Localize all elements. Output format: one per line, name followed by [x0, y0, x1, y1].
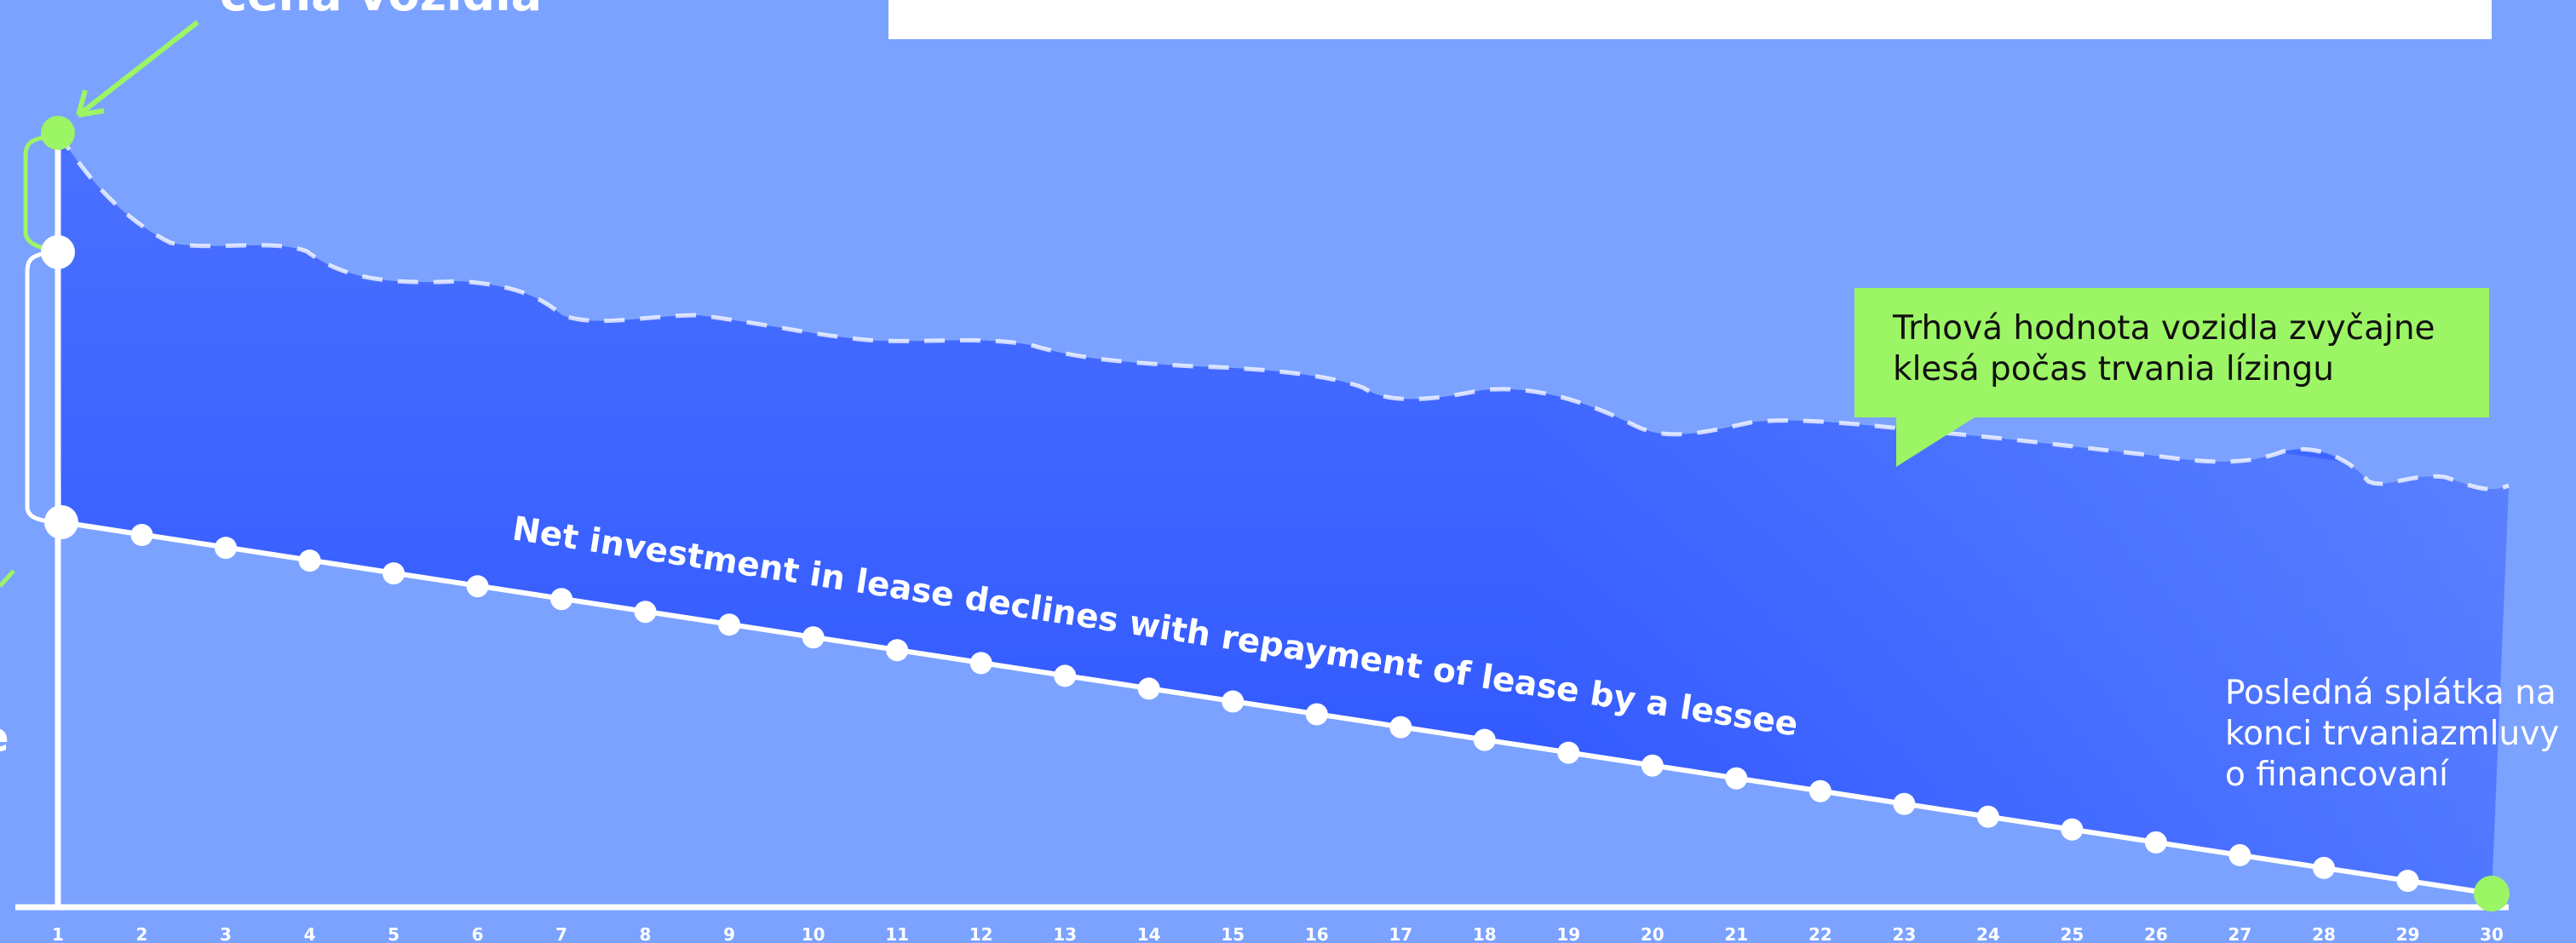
- x-tick-label-1: 1: [52, 924, 64, 943]
- net-investment-point-9: [718, 613, 741, 636]
- net-investment-point-20: [1641, 754, 1664, 777]
- net-investment-point-19: [1557, 741, 1580, 764]
- market-value-start-point: [41, 235, 75, 269]
- x-tick-label-30: 30: [2480, 924, 2504, 943]
- x-tick-label-4: 4: [304, 924, 316, 943]
- x-tick-label-10: 10: [802, 924, 825, 943]
- net-investment-line: [60, 520, 2493, 896]
- net-investment-point-24: [1976, 805, 1999, 828]
- net-investment-point-7: [550, 588, 573, 611]
- market-value-dashed-line: [55, 131, 2510, 492]
- callout-text: Trhová hodnota vozidla zvyčajne klesá po…: [1893, 309, 2435, 388]
- final-payment-point: [2474, 876, 2510, 911]
- x-tick-label-5: 5: [388, 924, 400, 943]
- x-tick-label-3: 3: [220, 924, 232, 943]
- top-white-panel: [888, 0, 2492, 39]
- x-tick-label-16: 16: [1305, 924, 1329, 943]
- x-tick-labels: 1 2 3 4 5 6 7 8 9 10 11 12 13 14 15 16 17 18 19 20 21 22 23 24 2…: [52, 924, 2504, 943]
- final-payment-note: Posledná splátka na konci trvaniazmluvy …: [2225, 673, 2576, 796]
- x-tick-label-21: 21: [1724, 924, 1748, 943]
- net-investment-point-27: [2228, 843, 2251, 866]
- left-green-fragment: [0, 569, 15, 588]
- callout-box: [1854, 288, 2489, 467]
- final-payment-note-line-2: konci trvaniazmluvy: [2225, 715, 2560, 753]
- net-investment-point-10: [802, 626, 825, 649]
- net-investment-point-26: [2144, 831, 2167, 854]
- net-investment-point-23: [1893, 792, 1916, 815]
- net-investment-point-14: [1137, 677, 1160, 700]
- net-investment-point-8: [634, 601, 657, 624]
- x-tick-label-26: 26: [2144, 924, 2168, 943]
- final-payment-note-line-3: o financovaní: [2225, 756, 2448, 794]
- x-tick-label-27: 27: [2228, 924, 2251, 943]
- net-investment-point-16: [1305, 703, 1328, 726]
- net-investment-point-4: [298, 549, 321, 572]
- left-cropped-label: e: [0, 714, 9, 762]
- x-tick-label-14: 14: [1137, 924, 1161, 943]
- x-tick-label-6: 6: [472, 924, 484, 943]
- green-pointer-arrow: [80, 20, 199, 115]
- net-investment-point-22: [1808, 779, 1831, 802]
- x-tick-label-13: 13: [1053, 924, 1077, 943]
- x-tick-label-8: 8: [640, 924, 652, 943]
- net-investment-point-12: [969, 652, 992, 675]
- net-investment-point-29: [2396, 870, 2419, 892]
- area-fade: [58, 133, 2509, 894]
- x-tick-label-23: 23: [1892, 924, 1916, 943]
- net-investment-point-18: [1473, 728, 1496, 751]
- net-investment-points: [130, 524, 2419, 892]
- net-investment-point-28: [2313, 856, 2335, 879]
- x-tick-label-29: 29: [2396, 924, 2420, 943]
- x-tick-label-24: 24: [1976, 924, 2000, 943]
- white-bracket: [25, 250, 54, 525]
- net-investment-point-11: [886, 639, 909, 662]
- net-investment-point-17: [1389, 716, 1412, 739]
- net-investment-point-2: [130, 524, 153, 546]
- green-arrowhead: [76, 89, 105, 118]
- net-investment-point-3: [215, 537, 237, 560]
- x-tick-label-25: 25: [2060, 924, 2084, 943]
- net-investment-point-5: [382, 562, 405, 585]
- x-tick-label-2: 2: [136, 924, 148, 943]
- final-payment-note-line-1: Posledná splátka na: [2225, 674, 2556, 712]
- x-tick-label-11: 11: [885, 924, 909, 943]
- x-tick-label-12: 12: [969, 924, 993, 943]
- x-tick-label-20: 20: [1641, 924, 1665, 943]
- x-tick-label-7: 7: [555, 924, 567, 943]
- green-bracket: [23, 134, 54, 252]
- net-investment-point-15: [1222, 690, 1245, 713]
- net-investment-point-21: [1725, 767, 1748, 790]
- x-tick-label-18: 18: [1473, 924, 1497, 943]
- initial-vehicle-price-point: [41, 116, 75, 150]
- top-label: cena vozidla: [220, 0, 542, 21]
- net-investment-point-13: [1054, 664, 1077, 687]
- x-tick-label-22: 22: [1808, 924, 1832, 943]
- net-investment-point-6: [466, 575, 489, 598]
- net-investment-start-point: [44, 505, 78, 539]
- x-tick-label-28: 28: [2312, 924, 2336, 943]
- net-investment-point-25: [2061, 818, 2084, 841]
- x-tick-label-15: 15: [1221, 924, 1245, 943]
- x-tick-label-17: 17: [1389, 924, 1412, 943]
- x-tick-label-9: 9: [723, 924, 735, 943]
- x-tick-label-19: 19: [1556, 924, 1580, 943]
